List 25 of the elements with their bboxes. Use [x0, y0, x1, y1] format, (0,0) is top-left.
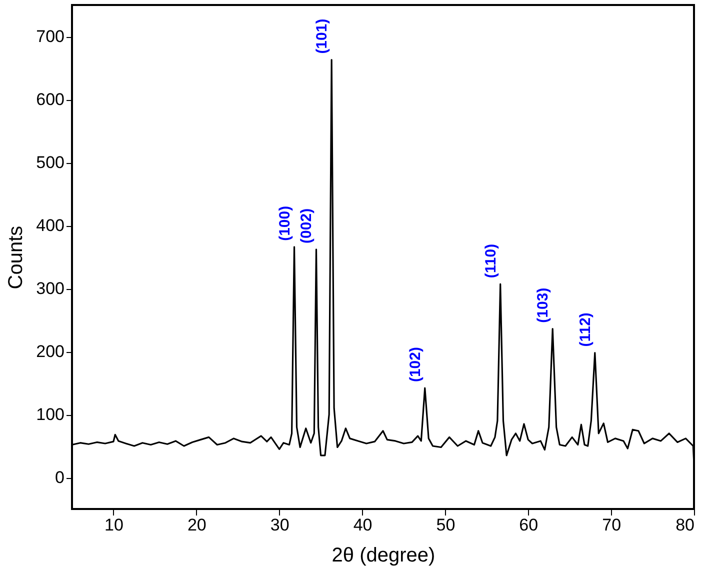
- annotation: (112): [576, 312, 594, 347]
- y-tick-label: 700: [36, 27, 64, 46]
- y-tick-label: 100: [36, 405, 64, 424]
- y-tick-label: 400: [36, 216, 64, 235]
- x-tick-label: 30: [270, 516, 290, 534]
- x-tick-label: 60: [519, 516, 538, 534]
- annotation: (002): [298, 208, 316, 244]
- x-tick-label: 20: [187, 516, 206, 534]
- y-tick-label: 500: [36, 153, 64, 172]
- x-tick-label: 70: [602, 516, 622, 534]
- annotation: (110): [482, 244, 500, 278]
- annotation: (100): [276, 206, 294, 241]
- y-tick-label: 200: [36, 342, 64, 361]
- x-axis-title: 2θ (degree): [332, 544, 436, 566]
- x-tick-label: 50: [436, 516, 456, 534]
- x-tick-label: 40: [353, 516, 372, 534]
- y-tick-label: 300: [36, 279, 64, 298]
- y-axis-title: Counts: [5, 226, 28, 290]
- annotation: (101): [314, 18, 331, 54]
- annotation: (103): [534, 288, 552, 323]
- y-tick-label: 0: [55, 468, 64, 487]
- x-tick-label: 80: [676, 516, 694, 534]
- y-tick-label: 600: [36, 90, 64, 109]
- annotation: (102): [406, 347, 424, 382]
- x-tick-label: 10: [104, 516, 124, 534]
